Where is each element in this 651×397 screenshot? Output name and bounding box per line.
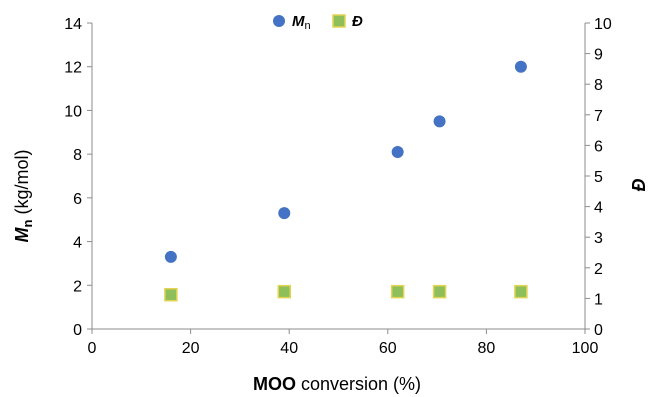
- y-left-tick-label: 14: [64, 16, 82, 33]
- y-left-axis-title-sub: n: [20, 219, 35, 227]
- legend-marker-d: [332, 14, 346, 28]
- y-left-tick-label: 10: [64, 103, 82, 120]
- y-right-axis-ticks: 0 1 2 3 4 5 6 7 8 9 10: [585, 16, 612, 339]
- series-mn: [164, 60, 527, 263]
- data-point-dispersity: [277, 284, 292, 299]
- y-left-tick-label: 0: [73, 322, 82, 339]
- y-right-tick-label: 0: [594, 322, 603, 339]
- data-point-dispersity: [390, 284, 405, 299]
- y-right-tick-label: 6: [594, 138, 603, 155]
- axes: [91, 23, 586, 330]
- y-right-tick-label: 4: [594, 200, 603, 217]
- y-left-tick-label: 2: [73, 278, 82, 295]
- data-point-mn: [164, 250, 177, 263]
- y-right-tick-label: 3: [594, 230, 603, 247]
- y-left-axis-title-rest: (kg/mol): [12, 150, 32, 220]
- data-point-dispersity: [432, 284, 447, 299]
- y-left-axis-ticks: 0 2 4 6 8 10 12 14: [64, 16, 92, 339]
- y-right-tick-label: 1: [594, 291, 603, 308]
- y-right-tick-label: 5: [594, 169, 603, 186]
- y-right-tick-label: 8: [594, 77, 603, 94]
- x-tick-label: 20: [182, 340, 200, 357]
- x-axis-title: MOO conversion (%): [253, 374, 421, 394]
- y-left-tick-label: 12: [64, 60, 82, 77]
- y-right-tick-label: 9: [594, 47, 603, 64]
- legend-label-d: Đ: [352, 13, 363, 30]
- data-point-mn: [278, 207, 291, 220]
- legend: Mn Đ: [273, 13, 363, 32]
- x-tick-label: 0: [88, 340, 97, 357]
- y-left-tick-label: 4: [73, 235, 82, 252]
- x-tick-label: 40: [280, 340, 298, 357]
- y-left-axis-title: Mn (kg/mol): [12, 150, 35, 243]
- x-tick-label: 80: [478, 340, 496, 357]
- x-tick-label: 100: [572, 340, 599, 357]
- legend-label-mn-main: M: [292, 13, 305, 30]
- y-left-tick-label: 6: [73, 191, 82, 208]
- legend-label-mn: Mn: [292, 13, 311, 32]
- legend-label-mn-sub: n: [305, 20, 311, 32]
- y-right-tick-label: 7: [594, 108, 603, 125]
- y-left-tick-label: 8: [73, 147, 82, 164]
- x-axis-title-rest: conversion (%): [296, 374, 421, 394]
- data-point-dispersity: [514, 284, 528, 299]
- y-right-axis-title: Đ: [629, 179, 649, 192]
- data-point-mn: [391, 145, 404, 158]
- legend-marker-mn: [273, 15, 285, 27]
- x-tick-label: 60: [379, 340, 397, 357]
- x-axis-title-bold: MOO: [253, 374, 296, 394]
- y-right-tick-label: 2: [594, 261, 603, 278]
- data-point-mn: [514, 60, 527, 73]
- data-point-mn: [433, 115, 446, 128]
- x-axis-ticks: 0 20 40 60 80 100: [88, 329, 599, 357]
- y-right-tick-label: 10: [594, 16, 612, 33]
- y-left-axis-title-main: M: [12, 226, 32, 242]
- data-point-dispersity: [164, 287, 178, 302]
- series-dispersity: [164, 284, 528, 302]
